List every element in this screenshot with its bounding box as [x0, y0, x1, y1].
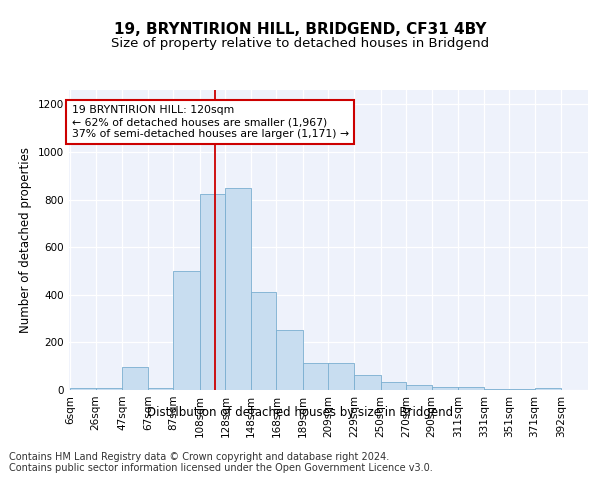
- Bar: [148, 388, 173, 390]
- Text: Contains HM Land Registry data © Crown copyright and database right 2024.
Contai: Contains HM Land Registry data © Crown c…: [9, 452, 433, 473]
- Text: 19 BRYNTIRION HILL: 120sqm
← 62% of detached houses are smaller (1,967)
37% of s: 19 BRYNTIRION HILL: 120sqm ← 62% of deta…: [71, 106, 349, 138]
- Bar: [277, 330, 303, 390]
- Bar: [251, 292, 277, 390]
- Text: Distribution of detached houses by size in Bridgend: Distribution of detached houses by size …: [147, 406, 453, 419]
- Bar: [458, 387, 484, 390]
- Bar: [431, 387, 458, 390]
- Bar: [329, 362, 354, 390]
- Bar: [354, 374, 380, 390]
- Bar: [226, 188, 251, 390]
- Bar: [484, 389, 509, 390]
- Y-axis label: Number of detached properties: Number of detached properties: [19, 147, 32, 333]
- Text: 19, BRYNTIRION HILL, BRIDGEND, CF31 4BY: 19, BRYNTIRION HILL, BRIDGEND, CF31 4BY: [114, 22, 486, 38]
- Bar: [173, 271, 200, 390]
- Bar: [509, 389, 535, 390]
- Bar: [303, 362, 329, 390]
- Bar: [70, 388, 96, 390]
- Text: Size of property relative to detached houses in Bridgend: Size of property relative to detached ho…: [111, 38, 489, 51]
- Bar: [380, 382, 406, 390]
- Bar: [96, 388, 122, 390]
- Bar: [122, 368, 148, 390]
- Bar: [406, 385, 431, 390]
- Bar: [535, 388, 561, 390]
- Bar: [200, 194, 226, 390]
